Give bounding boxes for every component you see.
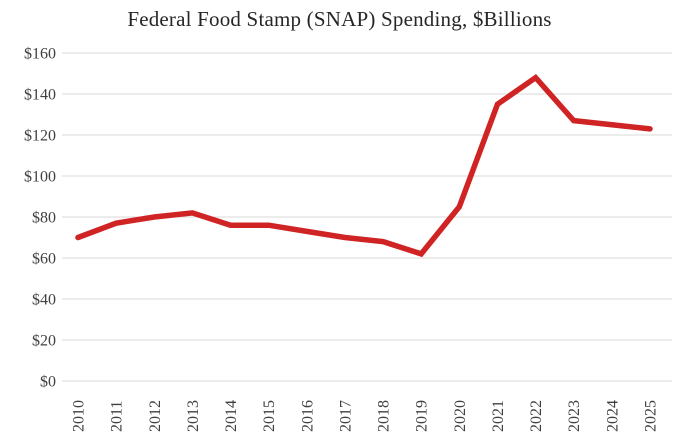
y-axis-tick-label-120: $120 (24, 128, 56, 145)
x-axis-tick-label-2014: 2014 (223, 400, 240, 432)
y-axis-tick-label-60: $60 (32, 251, 56, 268)
x-axis-tick-label-2020: 2020 (452, 400, 469, 432)
y-axis-tick-label-140: $140 (24, 87, 56, 104)
x-axis-tick-label-2016: 2016 (299, 400, 316, 432)
x-axis-tick-label-2017: 2017 (337, 400, 354, 432)
snap-spending-line (75, 73, 653, 258)
x-axis-tick-label-2011: 2011 (109, 401, 126, 432)
x-axis-tick-label-2018: 2018 (376, 400, 393, 432)
chart-title: Federal Food Stamp (SNAP) Spending, $Bil… (127, 7, 552, 31)
y-axis-tick-label-80: $80 (32, 210, 56, 227)
x-axis-tick-label-2023: 2023 (566, 400, 583, 432)
y-axis-tick-label-40: $40 (32, 292, 56, 309)
y-axis-tick-label-20: $20 (32, 333, 56, 350)
x-axis-tick-label-2024: 2024 (604, 400, 621, 432)
x-axis-tick-label-2010: 2010 (71, 400, 88, 432)
x-axis-tick-label-2015: 2015 (261, 400, 278, 432)
x-axis-tick-label-2021: 2021 (490, 400, 507, 432)
y-axis-tick-label-0: $0 (40, 374, 56, 391)
x-axis-tick-label-2013: 2013 (185, 400, 202, 432)
x-axis-tick-label-2012: 2012 (147, 400, 164, 432)
y-axis-tick-label-100: $100 (24, 169, 56, 186)
y-axis-tick-label-160: $160 (24, 46, 56, 63)
x-axis-tick-label-2025: 2025 (643, 400, 660, 432)
x-axis-tick-label-2019: 2019 (414, 400, 431, 432)
x-axis-tick-label-2022: 2022 (528, 400, 545, 432)
